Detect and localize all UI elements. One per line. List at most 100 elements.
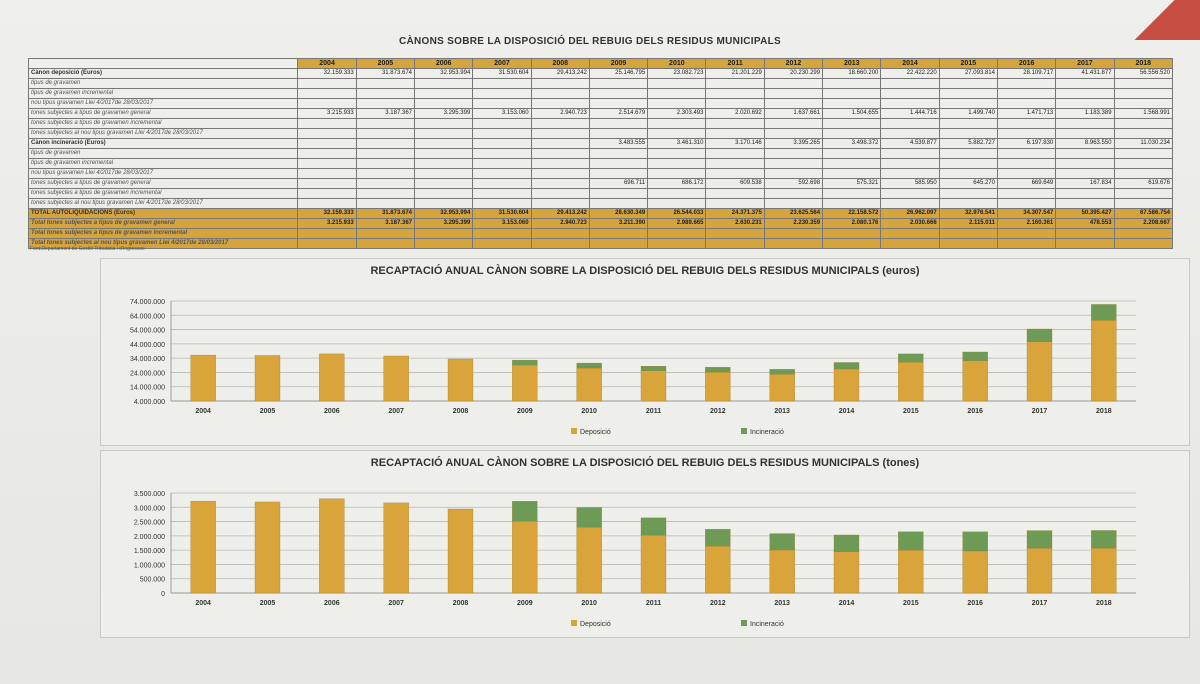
bar-incineracio [1026,328,1053,342]
table-cell [763,168,824,179]
table-cell [530,128,590,139]
row-label: Total tones subjectes a tipus de gravame… [27,228,299,239]
table-cell [355,88,416,99]
table-cell [938,118,998,129]
data-table: 2004 2005 2006 2007 2008 2009 2010 2011 2012 2013… [27,58,1174,249]
table-cell [647,238,707,249]
x-tick-label: 2011 [646,408,661,415]
table-cell [647,148,707,159]
table-cell [530,148,590,159]
row-label: tones subjectes al nou tipus gravamen Ll… [27,198,299,209]
table-cell [880,158,940,169]
bar-deposicio [1091,320,1117,402]
table-cell: 619.676 [1113,178,1174,189]
table-cell [355,118,416,129]
bar-incineracio [512,501,538,522]
table-cell [530,178,590,189]
table-cell [1055,238,1115,249]
table-cell [705,198,765,209]
table-row: tones subjectes al nou tipus gravamen Ll… [27,128,1174,139]
table-cell [938,78,998,89]
table-cell [938,188,998,199]
row-label: tones subjectes a tipus de gravamen gene… [27,108,299,119]
table-cell [938,158,998,169]
table-cell [880,78,940,89]
bar-deposicio [254,355,281,402]
row-label: Cànon incineració (Euros) [27,138,299,149]
chart-tones-svg: 3.500.000 3.000.000 2.500.000 2.000.000 1.50… [134,491,1136,628]
table-cell [588,118,649,129]
table-cell [996,88,1057,99]
table-cell [472,78,532,89]
table-cell [355,168,416,179]
table-row: Cànon incineració (Euros) 3.483.555 3.461.… [27,138,1174,149]
table-row: tipus de gravamen incremental [27,88,1174,99]
table-cell [822,198,882,209]
table-cell: 3.498.372 [822,138,882,149]
x-tick-label: 2013 [774,600,790,607]
bar-deposicio [898,550,924,594]
table-cell [880,228,940,239]
legend-label: Incineració [750,429,784,436]
x-tick-label: 2010 [581,600,597,607]
row-label: tipus de gravamen [27,148,299,159]
year-header: 2005 [355,58,416,69]
table-cell: 2.303.493 [647,108,707,119]
table-cell [355,198,416,209]
table-row: nou tipus gravamen Llei 4/2017de 28/03/2… [27,98,1174,109]
table-cell [1055,158,1115,169]
y-tick-label: 500.000 [140,577,165,584]
table-cell [705,168,765,179]
table-cell [647,78,707,89]
x-tick-label: 2008 [453,408,469,415]
table-cell [705,158,765,169]
table-cell [530,138,590,149]
bar-incineracio [576,362,602,369]
table-cell [1113,88,1174,99]
table-cell [705,188,765,199]
x-tick-label: 2014 [839,600,855,607]
legend-label: Deposició [580,429,611,436]
table-cell [413,148,474,159]
table-cell [588,198,649,209]
year-header: 2014 [880,58,940,69]
table-cell [413,118,474,129]
x-tick-label: 2005 [260,600,276,607]
table-cell [588,148,649,159]
table-cell [588,78,649,89]
year-header: 2007 [472,58,532,69]
table-cell [355,128,416,139]
table-cell [530,228,590,239]
table-cell [413,98,474,109]
bar-deposicio [254,501,281,594]
table-cell: 592.698 [763,178,824,189]
table-cell [1113,98,1174,109]
table-cell [413,128,474,139]
table-cell [996,238,1057,249]
bar-incineracio [1091,304,1117,321]
x-tick-label: 2012 [710,600,726,607]
table-cell [530,118,590,129]
table-cell [1113,198,1174,209]
table-cell [297,238,357,249]
bar-deposicio [705,371,731,402]
table-cell [647,88,707,99]
table-cell [647,228,707,239]
table-cell [647,118,707,129]
x-tick-label: 2017 [1032,600,1048,607]
bar-incineracio [640,366,667,371]
table-cell: 645.270 [938,178,998,189]
table-cell [355,188,416,199]
table-cell: 2.940.723 [530,218,590,229]
table-cell [413,178,474,189]
table-cell [1113,118,1174,129]
bar-incineracio [898,353,924,363]
table-cell [1055,188,1115,199]
table-cell [763,148,824,159]
table-cell [822,228,882,239]
row-label: Total tones subjectes a tipus de gravame… [27,218,299,229]
table-cell [822,88,882,99]
year-header: 2009 [588,58,649,69]
table-cell [1113,238,1174,249]
table-row: tones subjectes a tipus de gravamen gene… [27,108,1174,119]
